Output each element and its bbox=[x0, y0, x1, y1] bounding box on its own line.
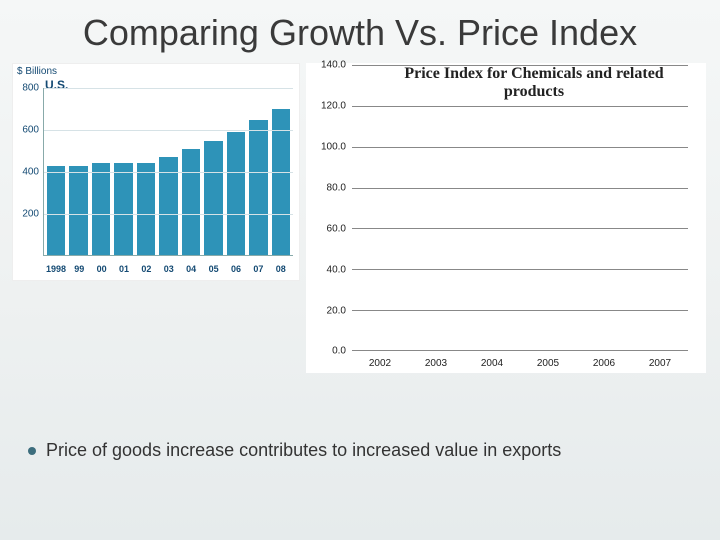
left-chart-plot bbox=[43, 88, 293, 256]
left-xlabel: 05 bbox=[204, 264, 222, 274]
left-bar bbox=[204, 141, 222, 256]
right-ytick: 40.0 bbox=[327, 264, 346, 275]
right-xlabel: 2004 bbox=[464, 358, 520, 369]
left-bar bbox=[47, 166, 65, 256]
right-chart: 140.0120.0100.080.060.040.020.00.0 Price… bbox=[306, 63, 706, 373]
bullet-icon bbox=[28, 447, 36, 455]
left-gridline bbox=[44, 88, 293, 89]
left-xlabel: 07 bbox=[249, 264, 267, 274]
bullet-text: Price of goods increase contributes to i… bbox=[46, 440, 561, 461]
left-bar bbox=[272, 109, 290, 255]
right-chart-plot bbox=[352, 65, 688, 351]
right-chart-yaxis: 140.0120.0100.080.060.040.020.00.0 bbox=[306, 65, 350, 351]
page-title: Comparing Growth Vs. Price Index bbox=[0, 0, 720, 57]
right-gridline bbox=[352, 310, 688, 311]
left-xlabel: 1998 bbox=[46, 264, 66, 274]
bullet-row: Price of goods increase contributes to i… bbox=[28, 440, 692, 461]
left-bar bbox=[114, 163, 132, 256]
right-gridline bbox=[352, 147, 688, 148]
left-bar bbox=[182, 149, 200, 255]
left-chart: $ Billions U.S. 800600400200 19989900010… bbox=[12, 63, 300, 281]
left-ytick: 800 bbox=[22, 83, 39, 94]
right-gridline bbox=[352, 350, 688, 351]
right-chart-bars bbox=[352, 65, 688, 350]
right-ytick: 60.0 bbox=[327, 223, 346, 234]
right-ytick: 100.0 bbox=[321, 142, 346, 153]
left-ytick: 400 bbox=[22, 167, 39, 178]
right-xlabel: 2005 bbox=[520, 358, 576, 369]
right-ytick: 120.0 bbox=[321, 101, 346, 112]
charts-row: $ Billions U.S. 800600400200 19989900010… bbox=[0, 57, 720, 373]
right-xlabel: 2003 bbox=[408, 358, 464, 369]
left-xlabel: 01 bbox=[115, 264, 133, 274]
left-gridline bbox=[44, 130, 293, 131]
right-gridline bbox=[352, 106, 688, 107]
right-ytick: 0.0 bbox=[332, 346, 346, 357]
right-xlabel: 2006 bbox=[576, 358, 632, 369]
right-xlabel: 2002 bbox=[352, 358, 408, 369]
left-bar bbox=[137, 163, 155, 256]
left-gridline bbox=[44, 172, 293, 173]
left-chart-yaxis: 800600400200 bbox=[17, 88, 41, 256]
left-xlabel: 02 bbox=[137, 264, 155, 274]
left-ytick: 600 bbox=[22, 125, 39, 136]
right-chart-xaxis: 200220032004200520062007 bbox=[352, 358, 688, 369]
right-ytick: 80.0 bbox=[327, 182, 346, 193]
left-xlabel: 00 bbox=[92, 264, 110, 274]
right-xlabel: 2007 bbox=[632, 358, 688, 369]
left-xlabel: 08 bbox=[272, 264, 290, 274]
left-bar bbox=[227, 132, 245, 255]
left-xlabel: 03 bbox=[160, 264, 178, 274]
right-gridline bbox=[352, 65, 688, 66]
left-bar bbox=[249, 120, 267, 256]
left-ytick: 200 bbox=[22, 209, 39, 220]
right-gridline bbox=[352, 269, 688, 270]
left-gridline bbox=[44, 214, 293, 215]
left-xlabel: 99 bbox=[70, 264, 88, 274]
left-xlabel: 06 bbox=[227, 264, 245, 274]
left-bar bbox=[92, 163, 110, 256]
left-chart-xaxis: 1998 99 00 01 02 03 04 05 06 07 08 bbox=[43, 264, 293, 274]
right-ytick: 140.0 bbox=[321, 60, 346, 71]
right-gridline bbox=[352, 228, 688, 229]
left-xlabel: 04 bbox=[182, 264, 200, 274]
right-gridline bbox=[352, 188, 688, 189]
right-ytick: 20.0 bbox=[327, 305, 346, 316]
left-bar bbox=[69, 166, 87, 256]
left-chart-ylabel: $ Billions bbox=[17, 66, 57, 77]
